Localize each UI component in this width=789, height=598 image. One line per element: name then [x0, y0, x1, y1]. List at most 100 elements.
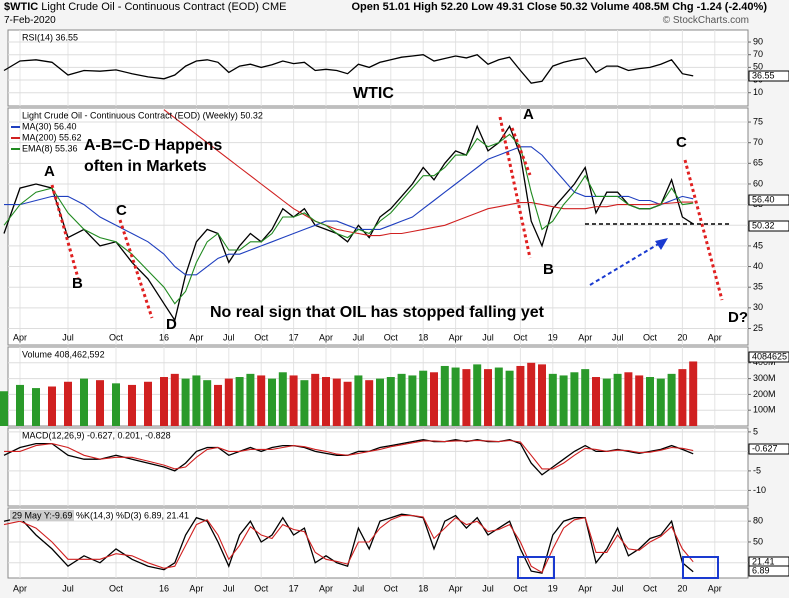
x-tick-label: Apr — [449, 583, 463, 593]
value-tag — [748, 351, 789, 363]
volume-bar — [462, 369, 471, 426]
x-tick-label: 20 — [677, 583, 687, 593]
cursor-label: 29 May Y:-9.69 — [12, 510, 72, 520]
volume-bar — [144, 381, 152, 426]
y-tick-label: 70 — [753, 137, 763, 147]
volume-bar — [386, 377, 395, 426]
volume-bar — [494, 367, 503, 426]
value-tag-label: 50.32 — [752, 220, 775, 230]
volume-bar — [646, 377, 654, 426]
volume-bar — [656, 378, 665, 426]
series-line — [3, 133, 694, 305]
y-tick-label: 45 — [753, 240, 763, 250]
x-tick-label: 18 — [418, 583, 428, 593]
volume-bar — [505, 370, 514, 426]
trend-line — [498, 116, 532, 259]
volume-bar — [624, 372, 633, 426]
y-tick-label: 5 — [753, 426, 758, 436]
annotation: A-B=C-D Happens — [84, 137, 222, 154]
volume-bar — [278, 372, 287, 426]
annotation: D? — [728, 309, 748, 326]
volume-bar — [80, 378, 88, 426]
date: 7-Feb-2020 — [4, 15, 56, 26]
x-tick-label: Oct — [513, 583, 528, 593]
x-tick-label: Jul — [612, 332, 624, 342]
y-tick-label: 300M — [753, 373, 776, 383]
volume-bar — [214, 384, 222, 426]
x-tick-label: Jul — [62, 332, 74, 342]
arrow — [589, 242, 661, 286]
volume-bar — [48, 386, 56, 426]
x-tick-label: Apr — [189, 583, 203, 593]
volume-bar — [678, 369, 687, 426]
y-tick-label: 100M — [753, 405, 776, 415]
value-tag-label: 21.41 — [752, 556, 775, 566]
volume-bar — [592, 377, 600, 426]
volume-bar — [112, 383, 120, 426]
volume-bar — [613, 373, 622, 426]
volume-bar — [602, 378, 611, 426]
y-tick-label: 90 — [753, 36, 763, 46]
credit: © StockCharts.com — [662, 15, 749, 26]
x-tick-label: Jul — [223, 332, 235, 342]
volume-bar — [376, 378, 384, 426]
value-tag-label: 4084625 — [752, 351, 787, 361]
annotation: B — [72, 275, 83, 292]
y-tick-label: 65 — [753, 158, 763, 168]
annotation: C — [116, 202, 127, 219]
y-tick-label: 70 — [753, 49, 763, 59]
volume-bar — [64, 381, 72, 426]
instrument-name: Light Crude Oil - Continuous Contract (E… — [41, 1, 259, 13]
y-tick-label: 50 — [753, 62, 763, 72]
volume-bar — [354, 375, 363, 426]
panel — [7, 107, 749, 346]
y-tick-label: 50 — [753, 536, 763, 546]
cursor-box — [10, 510, 74, 521]
series-line — [3, 439, 694, 476]
volume-bar — [246, 373, 255, 426]
trend-line — [50, 184, 80, 279]
x-tick-label: Oct — [254, 332, 269, 342]
trend-line — [683, 159, 724, 301]
x-tick-label: Jul — [482, 583, 494, 593]
volume-bar — [343, 381, 352, 426]
legend-label: MA(30) 56.40 — [22, 121, 77, 131]
volume-bar — [397, 373, 406, 426]
y-tick-label: -10 — [753, 485, 766, 495]
value-tag-label: -0.627 — [752, 443, 778, 453]
symbol: $WTIC — [4, 1, 39, 13]
x-tick-label: Apr — [189, 332, 203, 342]
volume-bar — [440, 365, 449, 426]
value-tag — [748, 70, 789, 82]
x-tick-label: Apr — [708, 583, 722, 593]
panel — [7, 29, 749, 107]
legend-label: MA(200) 55.62 — [22, 132, 82, 142]
y-tick-label: 60 — [753, 178, 763, 188]
x-tick-label: Apr — [578, 583, 592, 593]
x-tick-label: Jul — [612, 583, 624, 593]
legend-label: EMA(8) 55.36 — [22, 143, 78, 153]
highlight-box — [682, 556, 719, 579]
y-tick-label: 10 — [753, 87, 763, 97]
x-tick-label: Apr — [708, 332, 722, 342]
value-tag — [748, 194, 789, 206]
series-line — [3, 515, 694, 574]
value-tag — [748, 220, 789, 232]
y-tick-label: -5 — [753, 465, 761, 475]
panels: 1030507090RSI(14) 36.5536.55WTIC25303540… — [0, 29, 789, 593]
volume-bar — [224, 378, 233, 426]
volume-bar — [160, 377, 168, 426]
volume-bar — [419, 370, 428, 426]
volume-bar — [0, 391, 8, 426]
x-tick-label: Oct — [254, 583, 269, 593]
x-tick-label: 19 — [548, 332, 558, 342]
legend-label: RSI(14) 36.55 — [22, 32, 78, 42]
x-tick-label: 16 — [159, 332, 169, 342]
x-tick-label: Apr — [319, 332, 333, 342]
trend-line — [118, 219, 154, 319]
quote: Open 51.01 High 52.20 Low 49.31 Close 50… — [351, 1, 767, 13]
volume-bar — [96, 380, 104, 426]
series-line — [4, 146, 694, 276]
volume-bar — [527, 362, 536, 426]
